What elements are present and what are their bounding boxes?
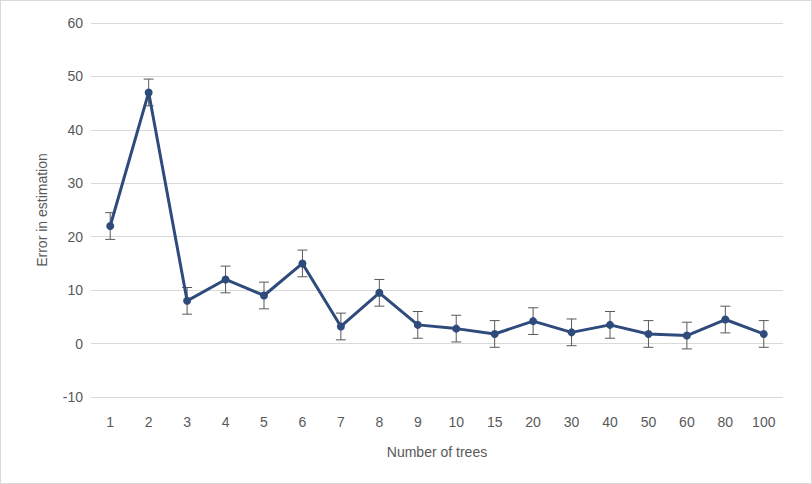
svg-text:4: 4 bbox=[222, 414, 230, 430]
svg-text:20: 20 bbox=[67, 229, 83, 245]
svg-text:80: 80 bbox=[718, 414, 734, 430]
svg-text:5: 5 bbox=[260, 414, 268, 430]
svg-text:100: 100 bbox=[752, 414, 776, 430]
svg-text:30: 30 bbox=[564, 414, 580, 430]
svg-text:10: 10 bbox=[448, 414, 464, 430]
svg-text:60: 60 bbox=[67, 15, 83, 31]
svg-text:Error in estimation: Error in estimation bbox=[34, 153, 50, 267]
svg-text:6: 6 bbox=[299, 414, 307, 430]
svg-text:60: 60 bbox=[679, 414, 695, 430]
svg-text:7: 7 bbox=[337, 414, 345, 430]
svg-text:9: 9 bbox=[414, 414, 422, 430]
svg-text:40: 40 bbox=[602, 414, 618, 430]
svg-text:30: 30 bbox=[67, 175, 83, 191]
svg-text:0: 0 bbox=[75, 336, 83, 352]
svg-text:3: 3 bbox=[183, 414, 191, 430]
svg-text:Number of trees: Number of trees bbox=[387, 444, 487, 460]
svg-text:20: 20 bbox=[525, 414, 541, 430]
svg-text:50: 50 bbox=[67, 68, 83, 84]
svg-text:15: 15 bbox=[487, 414, 503, 430]
svg-text:50: 50 bbox=[641, 414, 657, 430]
svg-text:40: 40 bbox=[67, 122, 83, 138]
svg-text:-10: -10 bbox=[63, 389, 83, 405]
svg-text:1: 1 bbox=[106, 414, 114, 430]
svg-text:2: 2 bbox=[145, 414, 153, 430]
svg-text:10: 10 bbox=[67, 282, 83, 298]
svg-text:8: 8 bbox=[375, 414, 383, 430]
